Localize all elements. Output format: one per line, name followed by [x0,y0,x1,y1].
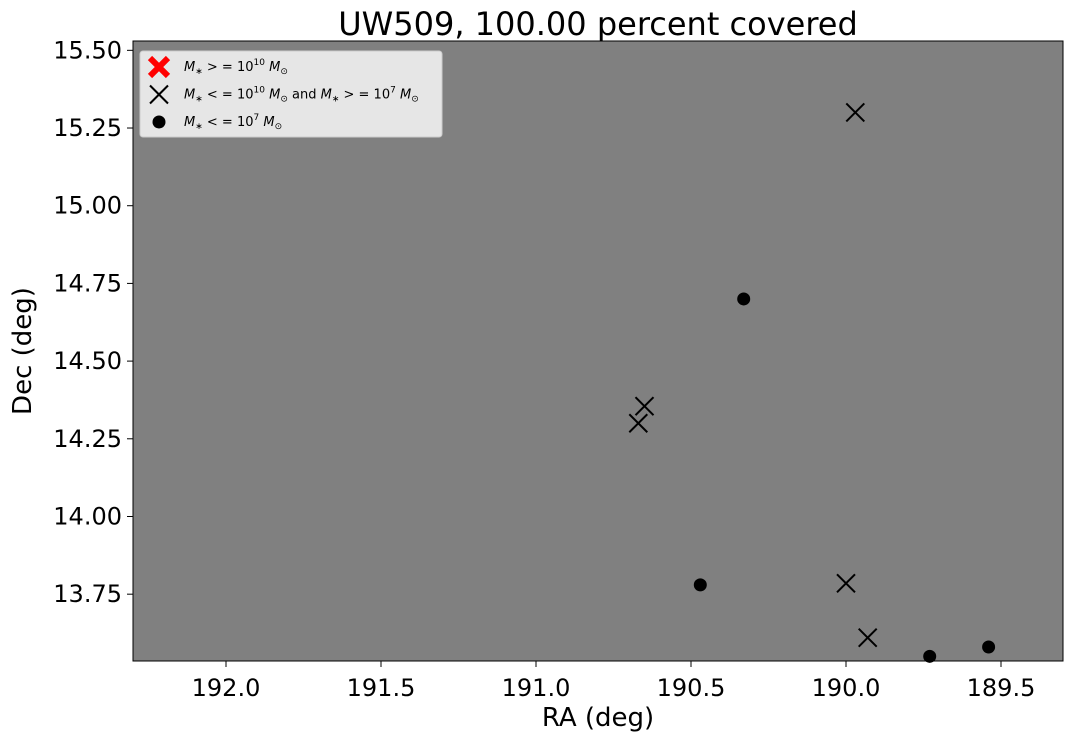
y-axis-label: Dec (deg) [8,287,38,415]
legend-label-series-0: M∗ > = 1010 M⊙ [184,58,288,77]
data-point-series-1 [857,627,878,648]
legend-label-series-1: M∗ < = 1010 M⊙ and M∗ > = 107 M⊙ [184,86,419,105]
data-point-series-2 [982,640,996,654]
y-tick-label: 15.50 [53,36,122,64]
x-axis-label: RA (deg) [542,703,654,733]
x-axis: 192.0 191.5 191.0 190.5 190.0 189.5 [192,661,1036,702]
x-tick-label: 191.0 [502,674,571,702]
data-point-series-1 [845,102,866,123]
x-tick-label: 190.0 [812,674,881,702]
y-tick-label: 15.00 [53,192,122,220]
data-point-series-2 [923,649,937,663]
data-point-series-1 [628,413,649,433]
x-tick-label: 192.0 [192,674,261,702]
data-point-series-2 [737,292,751,306]
legend-label-series-2: M∗ < = 107 M⊙ [184,113,282,132]
x-tick-label: 191.5 [347,674,416,702]
x-tick-label: 189.5 [967,674,1036,702]
y-axis: 13.75 14.00 14.25 14.50 14.75 15.00 15.25 15.50 [53,36,133,608]
y-tick-label: 14.00 [53,502,122,530]
y-tick-label: 14.75 [53,269,122,297]
legend: M∗ > = 1010 M⊙ M∗ < = 1010 M⊙ and M∗ > = … [139,50,443,138]
data-point-series-2 [693,578,707,592]
x-tick-label: 190.5 [657,674,726,702]
data-marks [628,102,996,663]
data-point-series-1 [836,573,856,594]
plot-area [133,41,1063,661]
y-tick-label: 14.50 [53,347,122,375]
legend-marker-series-2 [152,115,166,129]
legend-box [139,50,443,138]
y-tick-label: 13.75 [53,580,122,608]
data-point-series-1 [634,396,655,416]
plot-frame [132,40,1064,662]
chart-title: UW509, 100.00 percent covered [338,5,858,43]
y-tick-label: 15.25 [53,114,122,142]
legend-marker-series-1 [149,84,169,105]
legend-marker-series-0 [147,55,171,79]
y-tick-label: 14.25 [53,425,122,453]
